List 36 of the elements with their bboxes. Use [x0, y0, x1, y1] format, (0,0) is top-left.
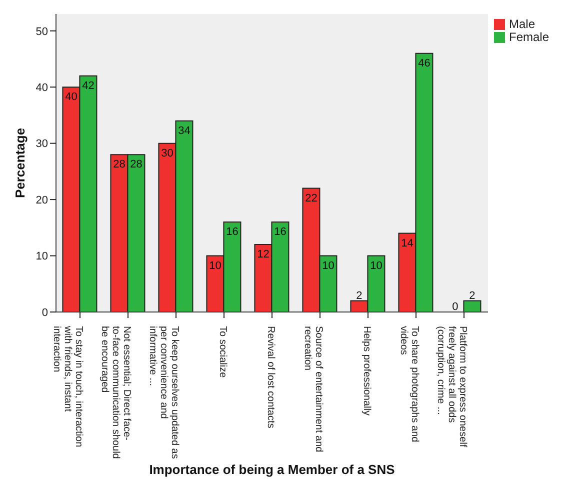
data-label: 0: [452, 301, 458, 313]
x-tick-label: Helps professionally: [361, 326, 372, 416]
x-tick-label: To share photographs and videos: [398, 326, 420, 442]
data-label: 42: [82, 80, 94, 92]
x-tick-label: To keep ourselves updated as per convenience and informative ...: [147, 326, 180, 459]
data-label: 2: [356, 290, 362, 302]
data-label: 10: [209, 260, 222, 272]
data-label: 46: [418, 57, 430, 70]
data-label: 22: [305, 192, 318, 204]
data-label: 28: [113, 158, 126, 171]
data-label: 40: [65, 91, 78, 104]
data-label: 30: [161, 147, 174, 160]
data-label: 16: [226, 226, 238, 238]
data-label: 14: [401, 237, 414, 250]
y-tick-label: 40: [36, 82, 48, 94]
x-tick-label: Revival of lost contacts: [265, 326, 276, 428]
data-label: 10: [322, 260, 334, 272]
data-label: 10: [370, 260, 382, 272]
y-tick-label: 50: [36, 26, 48, 38]
data-label: 16: [274, 226, 286, 238]
data-label: 28: [130, 158, 142, 171]
y-tick-label: 30: [36, 138, 48, 150]
y-axis-title: Percentage: [12, 128, 28, 198]
x-tick-label: To stay in touch, interaction with friends, instant interaction: [51, 325, 84, 448]
y-tick-label: 20: [36, 194, 48, 206]
data-label: 34: [178, 124, 190, 137]
x-tick-label: Platform to express oneself freely against all odds (corruption, crime ...: [435, 326, 468, 448]
y-tick-label: 0: [42, 306, 48, 319]
x-axis-title: Importance of being a Member of a SNS: [149, 462, 396, 477]
data-label: 2: [469, 290, 476, 302]
x-tick-label: To socialize: [217, 326, 228, 378]
legend-label: Male: [509, 17, 536, 31]
y-tick-label: 10: [36, 250, 48, 263]
x-tick-label: Source of entertainment and recreation: [302, 326, 324, 452]
legend-label: Female: [509, 30, 550, 44]
data-label: 12: [257, 248, 270, 261]
